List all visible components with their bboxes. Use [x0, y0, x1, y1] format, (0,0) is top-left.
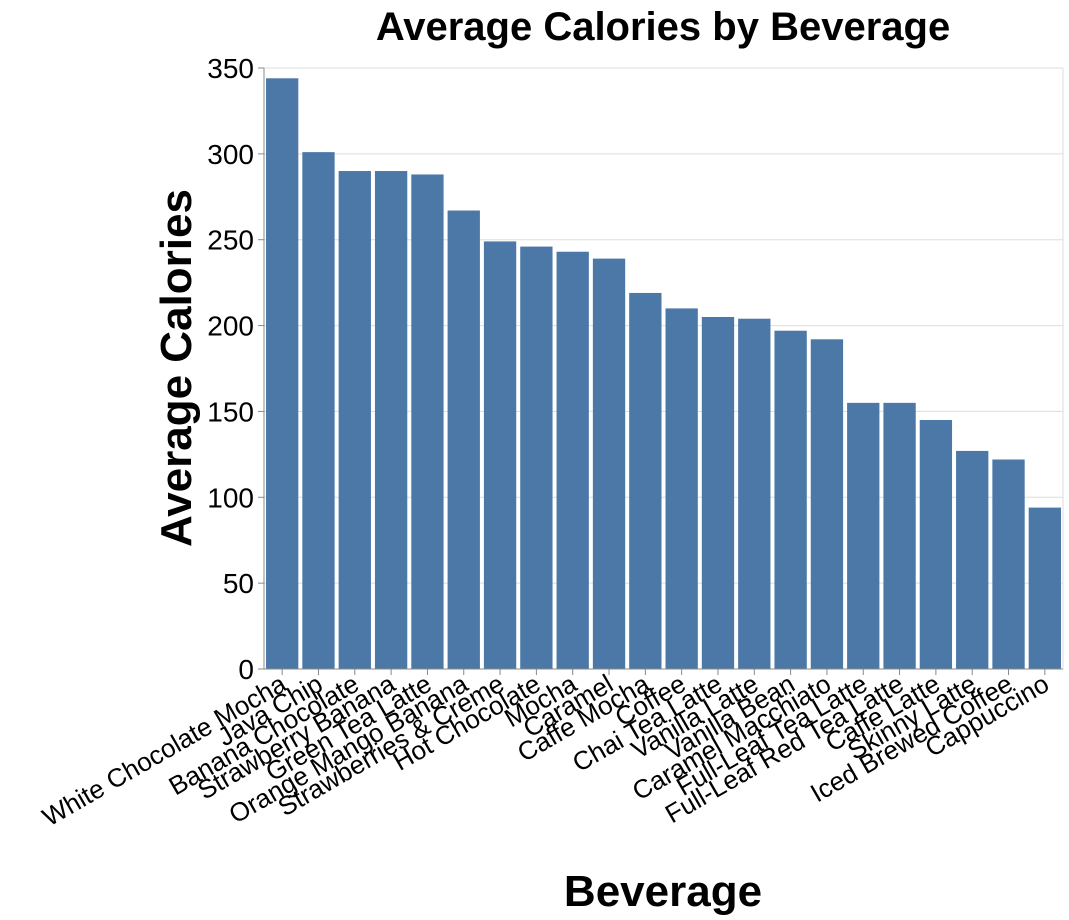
axes: [263, 68, 1063, 675]
y-tick-label: 250: [207, 225, 254, 256]
y-tick-label: 150: [207, 396, 254, 427]
bar: [374, 171, 408, 669]
bar: [592, 258, 626, 669]
bar: [411, 174, 444, 669]
y-axis-ticks: 0 50 100 150 200 250 300 350: [207, 53, 264, 685]
bar: [302, 152, 335, 669]
bar: [1028, 507, 1061, 669]
y-tick-label: 200: [207, 311, 254, 342]
bar: [266, 78, 299, 669]
y-tick-label: 300: [207, 139, 254, 170]
y-tick-label: 350: [207, 53, 254, 84]
bar: [447, 210, 480, 669]
bar: [883, 402, 916, 669]
bar: [919, 420, 953, 669]
bar: [556, 251, 589, 669]
y-axis-title: Average Calories: [152, 189, 201, 547]
bar: [810, 339, 844, 669]
chart-title: Average Calories by Beverage: [376, 5, 950, 49]
bar: [738, 318, 771, 669]
bar: [847, 402, 880, 669]
bar: [992, 459, 1025, 669]
bar: [665, 308, 698, 669]
bar: [629, 292, 662, 669]
bar: [520, 246, 553, 669]
y-tick-label: 100: [207, 482, 254, 513]
bars: [266, 78, 1061, 669]
bar: [956, 450, 989, 669]
y-tick-label: 0: [238, 654, 254, 685]
bar: [774, 330, 807, 669]
bar: [701, 316, 735, 669]
bar: [483, 241, 517, 669]
bar: [338, 171, 371, 669]
x-axis-title: Beverage: [564, 867, 762, 916]
y-tick-label: 50: [223, 568, 254, 599]
